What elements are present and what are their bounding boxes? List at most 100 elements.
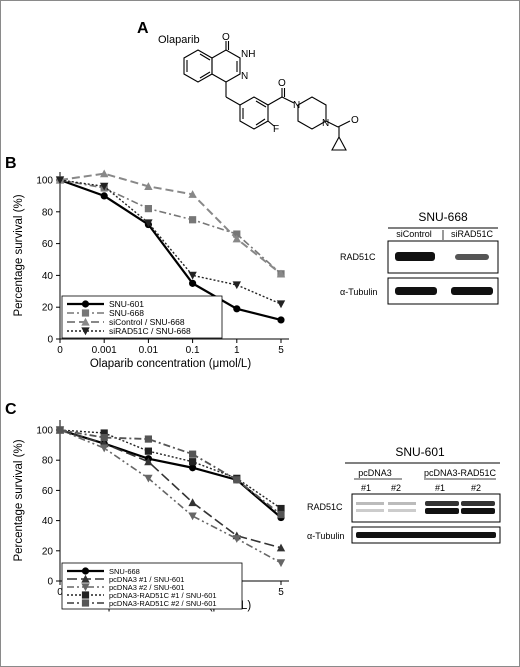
y-axis-label: Percentage survival (%)	[13, 194, 25, 316]
x-tick-label: 5	[278, 345, 284, 356]
atom-f: F	[273, 124, 279, 135]
legend-marker	[81, 327, 90, 336]
panel-b-letter: B	[5, 155, 17, 172]
legend-marker	[81, 583, 90, 592]
data-point	[276, 559, 286, 568]
legend-label: pcDNA3 #1 / SNU-601	[109, 575, 184, 584]
data-point	[232, 535, 241, 543]
series-line	[59, 178, 282, 321]
panel-c-letter: C	[5, 401, 17, 418]
series-line	[59, 429, 282, 549]
series-line	[59, 179, 282, 275]
blot-c-cell-line: SNU-601	[395, 445, 445, 459]
y-axis-label: Percentage survival (%)	[13, 439, 25, 561]
blot-b-band-rad51c-2	[455, 254, 489, 260]
legend-marker	[81, 567, 90, 575]
data-point	[233, 305, 241, 313]
data-point	[189, 458, 197, 466]
data-point	[144, 435, 152, 443]
legend-label: pcDNA3-RAD51C #2 / SNU-601	[109, 599, 217, 608]
x-tick-label: 0	[57, 587, 63, 598]
legend-label: pcDNA3 #2 / SNU-601	[109, 583, 184, 592]
blot-c-lane-1: #1	[361, 483, 371, 493]
data-point	[233, 476, 241, 484]
x-tick-label: 0.1	[186, 345, 200, 356]
y-tick-label: 40	[42, 516, 54, 527]
series-3	[55, 426, 286, 568]
compound-label: Olaparib	[158, 34, 200, 46]
data-point	[188, 271, 197, 280]
blot-c-faint-band-1	[356, 502, 384, 505]
legend-marker	[81, 599, 90, 607]
atom-nh: NH	[241, 49, 255, 60]
blot-c-faint-band-4	[388, 509, 416, 512]
blot-c-band-rad51c-3	[425, 501, 459, 506]
data-point	[100, 192, 108, 200]
blot-c-band-tubulin	[356, 532, 496, 538]
olaparib-structure	[183, 41, 351, 151]
data-point	[232, 281, 241, 290]
y-tick-label: 100	[36, 426, 53, 437]
data-point	[100, 433, 108, 442]
data-point	[276, 300, 286, 309]
atom-o-1: O	[222, 32, 230, 43]
legend-label: SNU-668	[109, 308, 144, 318]
data-point	[55, 176, 65, 185]
x-tick-label: 0	[57, 345, 63, 356]
atom-n: N	[241, 71, 248, 82]
data-point	[189, 450, 197, 458]
legend-marker	[81, 309, 90, 317]
data-point	[144, 474, 153, 483]
data-point	[100, 444, 109, 453]
series-line	[59, 429, 282, 510]
data-point	[189, 464, 197, 472]
data-point	[277, 316, 285, 324]
blot-b-band-tubulin-1	[395, 287, 437, 295]
data-point	[144, 447, 152, 455]
atom-n-2: N	[293, 100, 300, 111]
atom-o-3: O	[351, 115, 359, 126]
x-tick-label: 5	[278, 587, 284, 598]
data-point	[144, 457, 153, 466]
series-line	[59, 429, 282, 564]
panel-a-letter: A	[137, 20, 149, 37]
data-point	[277, 510, 285, 519]
legend-label: siRAD51C / SNU-668	[109, 326, 191, 336]
blot-c-faint-band-3	[356, 509, 384, 512]
legend-marker	[81, 317, 90, 326]
data-point	[189, 216, 197, 224]
data-point	[188, 512, 197, 521]
data-point	[233, 230, 241, 238]
y-tick-label: 0	[47, 335, 53, 346]
data-point	[276, 269, 286, 278]
y-tick-label: 80	[42, 456, 54, 467]
series-4	[55, 176, 286, 309]
blot-c-row-tubulin: α-Tubulin	[307, 531, 344, 541]
blot-c-group-2: pcDNA3-RAD51C	[424, 468, 497, 478]
y-tick-label: 60	[42, 239, 54, 250]
data-point	[100, 169, 109, 178]
blot-c-group-1: pcDNA3	[358, 468, 392, 478]
blot-b: SNU-668 siControl siRAD51C RAD51C α-Tubu…	[340, 210, 499, 305]
blot-c-row-rad51c: RAD51C	[307, 502, 343, 512]
atom-n-3: N	[322, 118, 329, 129]
x-axis-label: Olaparib concentration (μmol/L)	[90, 358, 251, 370]
legend-label: pcDNA3-RAD51C #1 / SNU-601	[109, 591, 217, 600]
blot-c-lane-3: #1	[435, 483, 445, 493]
legend-marker	[81, 574, 90, 583]
blot-b-cell-line: SNU-668	[418, 210, 468, 224]
series-5	[56, 426, 285, 519]
x-tick-label: 0.01	[139, 345, 159, 356]
legend-label: SNU-601	[109, 299, 144, 309]
blot-c-faint-band-2	[388, 502, 416, 505]
blot-b-lane-2: siRAD51C	[451, 229, 494, 239]
data-point	[100, 429, 108, 437]
y-tick-label: 80	[42, 207, 54, 218]
series-line	[59, 179, 282, 305]
data-point	[144, 182, 153, 190]
data-point	[276, 543, 286, 552]
series-line	[59, 429, 282, 516]
data-point	[189, 279, 197, 287]
blot-b-row-rad51c: RAD51C	[340, 252, 376, 262]
